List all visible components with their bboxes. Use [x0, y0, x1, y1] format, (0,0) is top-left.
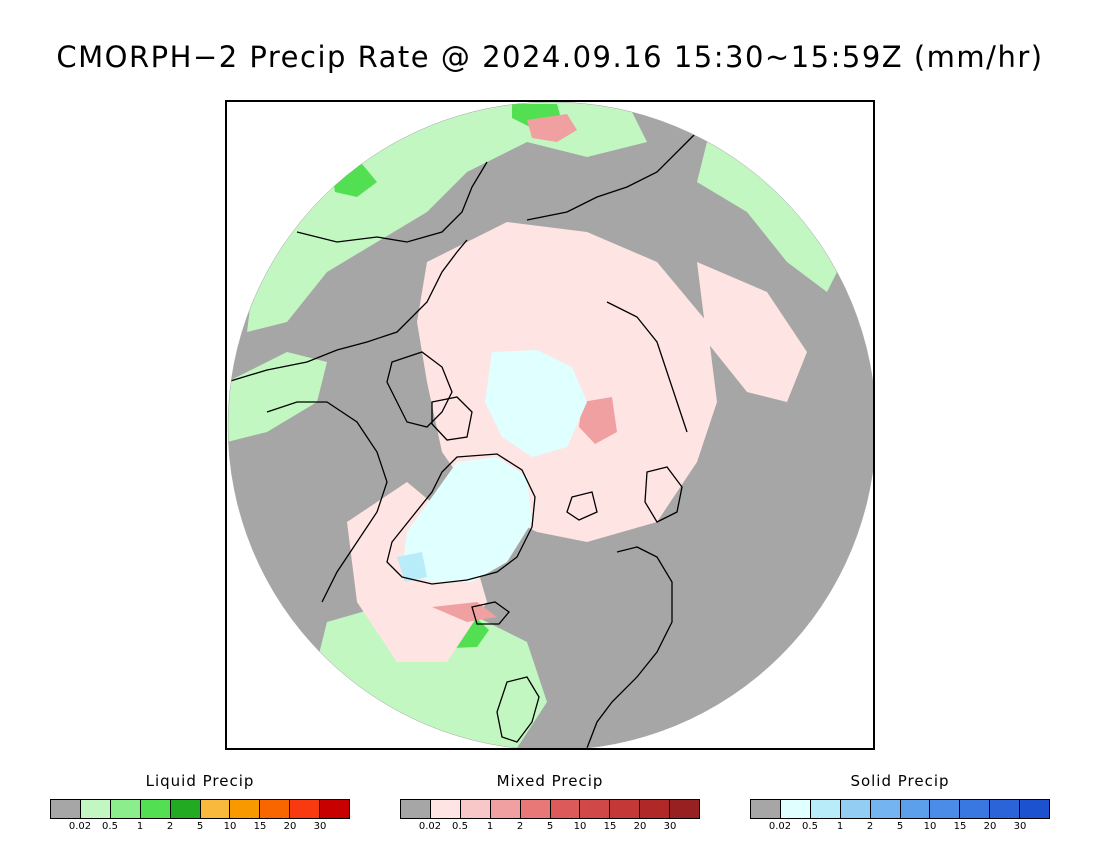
legend-tick-label: 5: [196, 821, 204, 832]
liquid-precip-legend: Liquid Precip 0.02 0.5 1 2 5 10 15 20 30: [50, 772, 350, 833]
solid-precip-greenland: [402, 457, 532, 582]
legend-swatch: [670, 800, 700, 818]
legend-swatch: [520, 800, 551, 818]
legend-tick-label: 1: [486, 821, 494, 832]
legend-swatch: [810, 800, 841, 818]
legend-swatch: [230, 800, 261, 818]
solid-precip-greenland-south: [397, 552, 427, 582]
legend-tick-label: 20: [983, 821, 997, 832]
solid-precip-pole: [485, 350, 587, 457]
canadian-archipelago-coastline: [386, 351, 473, 441]
legend-tick-label: 10: [223, 821, 237, 832]
legend-swatch: [870, 800, 901, 818]
siberia-coastline: [526, 131, 698, 433]
greenland-coastline: [386, 453, 536, 585]
liquid-precip-east: [697, 142, 847, 292]
legend-swatch: [550, 800, 581, 818]
legend-tick-label: 20: [633, 821, 647, 832]
legend-tick-row: 0.02 0.5 1 2 5 10 15 20 30: [400, 819, 700, 833]
legend-tick-label: 2: [866, 821, 874, 832]
mixed-precip-eastern-band: [697, 262, 807, 402]
legend-tick-label: 5: [896, 821, 904, 832]
legend-tick-label: 15: [603, 821, 617, 832]
mixed-precip-atlantic-core: [432, 602, 497, 622]
legend-tick-label: 2: [166, 821, 174, 832]
alaska-coastline: [296, 161, 488, 243]
legend-tick-label: 1: [136, 821, 144, 832]
legend-tick-label: 15: [953, 821, 967, 832]
legend-swatch: [401, 800, 431, 818]
polar-map: [227, 102, 873, 748]
legend-title: Liquid Precip: [145, 772, 255, 790]
legend-swatch: [320, 800, 350, 818]
legend-swatch: [170, 800, 201, 818]
legend-swatch: [200, 800, 231, 818]
legend-swatch: [290, 800, 321, 818]
north-america-coastline: [228, 239, 468, 603]
legend-tick-label: 30: [313, 821, 327, 832]
scandinavia-coastline: [586, 546, 673, 748]
legend-swatch: [80, 800, 111, 818]
legend-tick-label: 0.5: [102, 821, 118, 832]
legend-swatch: [840, 800, 871, 818]
mixed-precip-legend: Mixed Precip 0.02 0.5 1 2 5 10 15 20 30: [400, 772, 700, 833]
legend-swatch: [900, 800, 931, 818]
legend-swatch: [610, 800, 641, 818]
legend-swatch: [751, 800, 781, 818]
legend-tick-label: 0.02: [418, 821, 442, 832]
legend-tick-label: 30: [663, 821, 677, 832]
iceland-coastline: [471, 601, 510, 625]
polar-map-frame: [225, 100, 875, 750]
legend-swatch-row: [400, 799, 700, 819]
chart-title: CMORPH−2 Precip Rate @ 2024.09.16 15:30~…: [56, 40, 1044, 74]
legend-swatch: [990, 800, 1021, 818]
uk-coastline: [496, 676, 540, 743]
mixed-precip-pacific-core: [527, 114, 577, 142]
solid-precip-legend: Solid Precip 0.02 0.5 1 2 5 10 15 20 30: [750, 772, 1050, 833]
coastlines: [228, 131, 698, 748]
novaya-zemlya-coastline: [644, 466, 683, 523]
legend-swatch-row: [750, 799, 1050, 819]
legend-tick-label: 5: [546, 821, 554, 832]
legend-tick-row: 0.02 0.5 1 2 5 10 15 20 30: [750, 819, 1050, 833]
legend-tick-row: 0.02 0.5 1 2 5 10 15 20 30: [50, 819, 350, 833]
map-disk-edge: [227, 102, 873, 748]
legend-tick-label: 0.5: [802, 821, 818, 832]
legend-tick-label: 10: [923, 821, 937, 832]
legend-swatch: [140, 800, 171, 818]
legend-tick-label: 0.02: [768, 821, 792, 832]
legend-swatch: [640, 800, 671, 818]
legend-tick-label: 30: [1013, 821, 1027, 832]
legend-swatch: [960, 800, 991, 818]
legend-swatch: [430, 800, 461, 818]
legend-tick-label: 15: [253, 821, 267, 832]
legend-tick-label: 1: [836, 821, 844, 832]
legend-title: Solid Precip: [850, 772, 950, 790]
legend-tick-label: 2: [516, 821, 524, 832]
legend-swatch: [51, 800, 81, 818]
legend-swatch: [930, 800, 961, 818]
mixed-precip-polar-core: [579, 397, 617, 444]
legend-tick-label: 20: [283, 821, 297, 832]
legend-tick-label: 10: [573, 821, 587, 832]
legend-swatch: [110, 800, 141, 818]
legend-swatch: [580, 800, 611, 818]
legend-swatch: [490, 800, 521, 818]
legend-swatch-row: [50, 799, 350, 819]
legend-swatch: [460, 800, 491, 818]
legend-swatch: [260, 800, 291, 818]
legend-tick-label: 0.02: [68, 821, 92, 832]
legend-title: Mixed Precip: [496, 772, 604, 790]
legend-swatch: [780, 800, 811, 818]
legend-tick-label: 0.5: [452, 821, 468, 832]
legend-swatch: [1020, 800, 1050, 818]
svalbard-coastline: [566, 491, 598, 521]
